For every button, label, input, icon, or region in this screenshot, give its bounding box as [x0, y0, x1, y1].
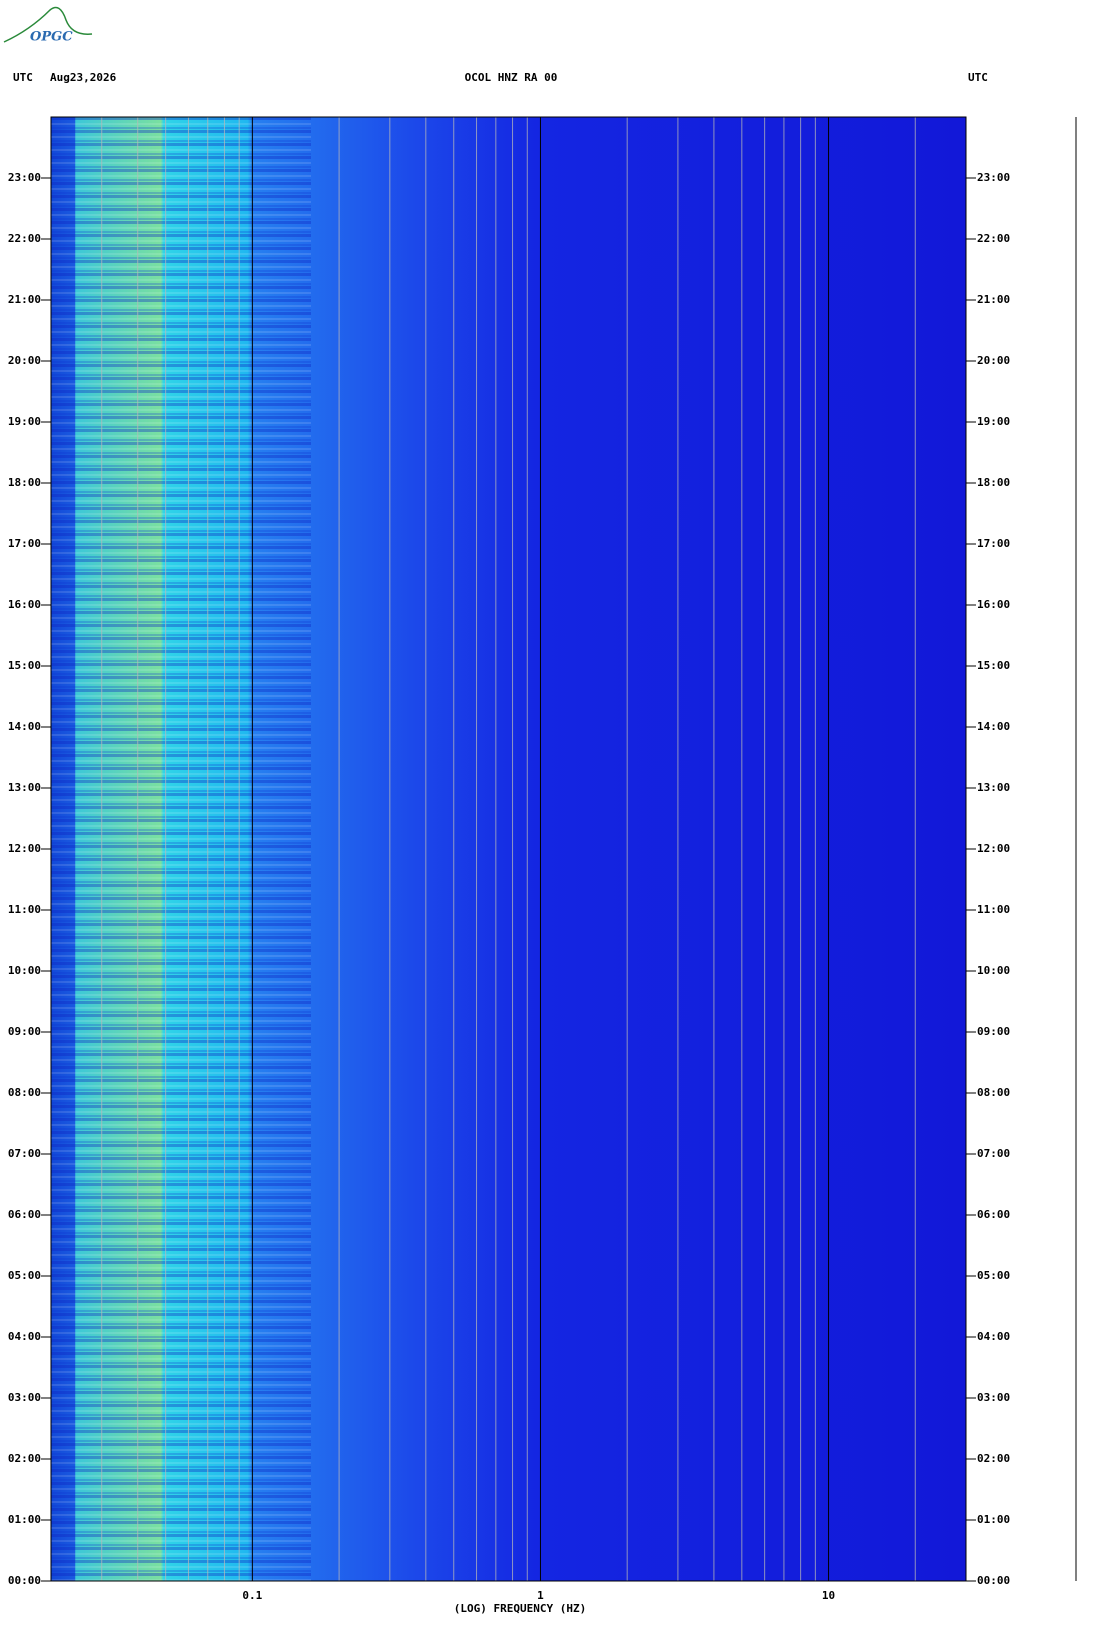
logo-text: OPGC	[30, 30, 73, 45]
y-tick-label: 21:00	[8, 293, 41, 306]
x-axis-label: (LOG) FREQUENCY (HZ)	[454, 1602, 586, 1615]
date: Aug23,2026	[50, 71, 117, 84]
y-tick-label: 20:00	[8, 354, 41, 367]
y-tick-label: 04:00	[977, 1330, 1010, 1343]
y-tick-label: 10:00	[8, 964, 41, 977]
y-tick-label: 00:00	[977, 1574, 1010, 1587]
y-tick-label: 13:00	[977, 781, 1010, 794]
y-tick-label: 00:00	[8, 1574, 41, 1587]
y-tick-label: 05:00	[977, 1269, 1010, 1282]
y-tick-label: 14:00	[8, 720, 41, 733]
y-tick-label: 03:00	[977, 1391, 1010, 1404]
plot-frame	[50, 116, 967, 1582]
y-tick-label: 08:00	[977, 1086, 1010, 1099]
y-tick-label: 23:00	[977, 171, 1010, 184]
y-tick-label: 06:00	[8, 1208, 41, 1221]
y-tick-label: 12:00	[8, 842, 41, 855]
y-tick-label: 22:00	[8, 232, 41, 245]
y-tick-label: 11:00	[8, 903, 41, 916]
y-tick-label: 15:00	[977, 659, 1010, 672]
y-tick-label: 11:00	[977, 903, 1010, 916]
y-tick-label: 02:00	[8, 1452, 41, 1465]
x-tick-label: 10	[822, 1589, 835, 1602]
y-tick-label: 03:00	[8, 1391, 41, 1404]
y-tick-label: 19:00	[977, 415, 1010, 428]
y-tick-label: 17:00	[977, 537, 1010, 550]
y-tick-label: 10:00	[977, 964, 1010, 977]
y-tick-label: 05:00	[8, 1269, 41, 1282]
logo: OPGC	[3, 6, 93, 45]
y-tick-label: 23:00	[8, 171, 41, 184]
y-tick-label: 17:00	[8, 537, 41, 550]
y-tick-label: 07:00	[977, 1147, 1010, 1160]
y-tick-label: 09:00	[977, 1025, 1010, 1038]
y-tick-label: 21:00	[977, 293, 1010, 306]
x-tick-label: 0.1	[242, 1589, 262, 1602]
y-tick-label: 19:00	[8, 415, 41, 428]
y-tick-label: 18:00	[8, 476, 41, 489]
right-label: UTC	[968, 71, 988, 84]
y-tick-label: 09:00	[8, 1025, 41, 1038]
y-tick-label: 14:00	[977, 720, 1010, 733]
y-tick-label: 16:00	[977, 598, 1010, 611]
y-tick-label: 16:00	[8, 598, 41, 611]
x-tick-label: 1	[537, 1589, 544, 1602]
y-tick-label: 01:00	[977, 1513, 1010, 1526]
y-tick-label: 20:00	[977, 354, 1010, 367]
y-tick-label: 18:00	[977, 476, 1010, 489]
y-tick-label: 13:00	[8, 781, 41, 794]
y-tick-label: 04:00	[8, 1330, 41, 1343]
y-tick-label: 01:00	[8, 1513, 41, 1526]
y-tick-label: 06:00	[977, 1208, 1010, 1221]
y-tick-label: 22:00	[977, 232, 1010, 245]
y-tick-label: 07:00	[8, 1147, 41, 1160]
chart-title: OCOL HNZ RA 00	[465, 71, 558, 84]
spectrogram-texture	[51, 117, 311, 1581]
y-tick-label: 15:00	[8, 659, 41, 672]
y-tick-label: 12:00	[977, 842, 1010, 855]
y-tick-label: 08:00	[8, 1086, 41, 1099]
y-tick-label: 02:00	[977, 1452, 1010, 1465]
left-label: UTC	[13, 71, 33, 84]
